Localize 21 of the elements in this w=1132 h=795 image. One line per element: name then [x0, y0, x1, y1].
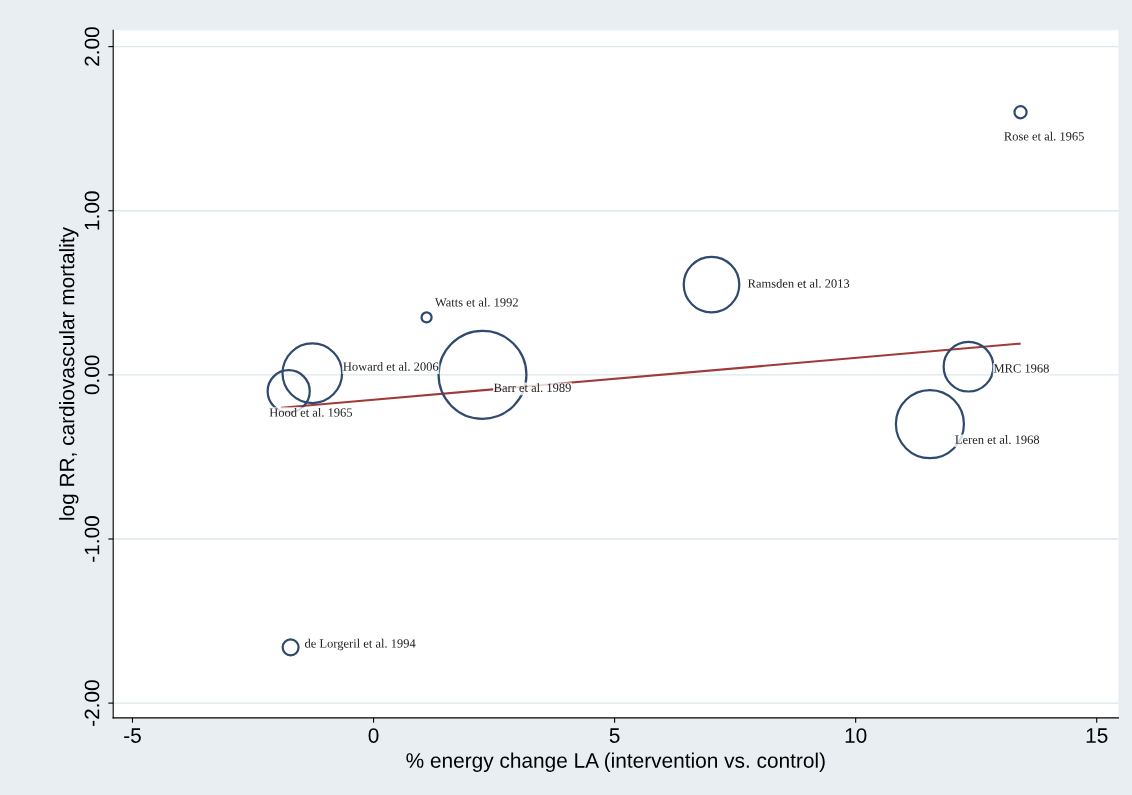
annotation: Watts et al. 1992 — [434, 297, 518, 307]
x-tick-label: 0 — [368, 728, 379, 743]
y-tick-label: 1.00 — [84, 191, 100, 230]
y-axis-title: log RR, cardiovascular mortality — [59, 227, 79, 520]
annotation: Ramsden et al. 2013 — [747, 278, 850, 288]
x-tick-label: 5 — [609, 728, 620, 743]
annotation: Hood et al. 1965 — [269, 407, 353, 417]
annotation: de Lorgeril et al. 1994 — [304, 638, 416, 651]
x-axis-title: % energy change LA (intervention vs. control) — [406, 752, 825, 772]
annotation: MRC 1968 — [993, 364, 1049, 373]
y-tick-label: 0.00 — [84, 355, 100, 395]
y-tick-label: 2.00 — [84, 27, 100, 66]
x-tick-label: -5 — [124, 728, 141, 743]
annotation: Leren et al. 1968 — [955, 435, 1040, 444]
x-tick-label: 10 — [845, 728, 867, 743]
x-tick-label: 15 — [1086, 728, 1108, 743]
annotation: Howard et al. 2006 — [343, 362, 439, 371]
y-tick-label: -1.00 — [84, 516, 100, 562]
annotation: Barr et al. 1989 — [493, 383, 571, 393]
annotation: Rose et al. 1965 — [1004, 131, 1084, 141]
y-tick-label: -2.00 — [84, 680, 100, 726]
